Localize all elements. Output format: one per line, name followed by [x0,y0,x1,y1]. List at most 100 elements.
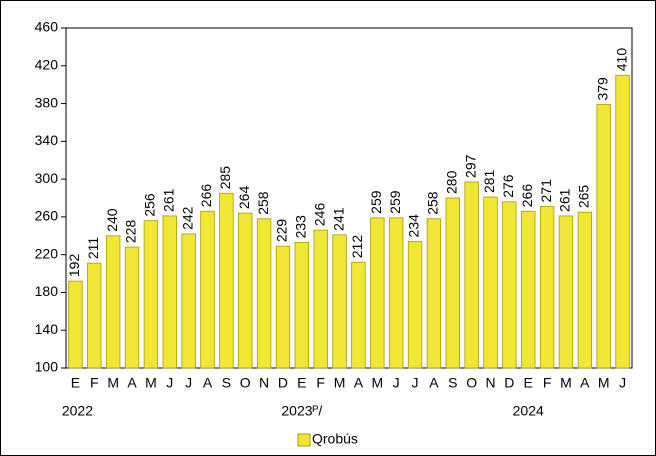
value-label: 271 [538,179,554,203]
plot-area [65,27,633,369]
x-tick-label: M [334,375,346,391]
x-tick-label: D [504,375,514,391]
bar [558,215,574,369]
x-tick-label: S [448,375,457,391]
value-label: 192 [66,254,82,278]
bar [256,218,272,369]
bar [407,241,423,369]
value-label: 266 [198,184,214,208]
x-tick-label: A [354,375,364,391]
year-label: 2024 [513,403,544,419]
x-tick-label: A [429,375,439,391]
x-tick-label: E [71,375,80,391]
y-tick-label: 260 [35,208,59,224]
y-tick-label: 340 [35,132,59,148]
value-label: 259 [387,190,403,214]
value-label: 297 [462,154,478,178]
legend-swatch [297,433,311,447]
x-tick-label: F [316,375,325,391]
bar [162,215,177,369]
legend-label: Qrobús [312,431,358,447]
value-label: 241 [330,207,346,231]
value-label: 234 [406,214,422,238]
year-label: 2022 [62,403,93,419]
value-label: 259 [368,190,384,214]
bar [464,181,479,369]
bar [502,201,517,369]
x-tick-label: D [278,375,288,391]
value-label: 211 [85,237,101,260]
x-tick-label: F [543,375,552,391]
value-label: 242 [179,206,195,230]
bar [483,196,498,369]
value-label: 240 [104,208,120,232]
x-tick-label: E [297,375,306,391]
bar [596,104,611,369]
y-tick-label: 460 [35,19,59,35]
bar [351,261,366,369]
x-tick-label: F [90,375,99,391]
x-tick-label: N [259,375,269,391]
x-tick-label: J [619,375,626,391]
bar [445,197,460,369]
x-tick-label: M [107,375,119,391]
y-tick-label: 300 [35,170,59,186]
bar [313,229,328,369]
y-tick-label: 140 [35,321,59,337]
value-label: 266 [519,184,535,208]
y-tick-label: 220 [35,245,59,261]
x-tick-label: O [240,375,251,391]
value-label: 280 [443,170,459,194]
value-label: 229 [274,219,290,243]
bar [615,74,630,369]
bar [332,234,347,369]
x-tick-label: S [222,375,231,391]
bar [68,280,83,369]
bar [200,210,215,369]
value-label: 261 [557,188,573,212]
value-label: 233 [293,215,309,239]
value-label: 410 [613,48,629,72]
y-tick-label: 100 [35,359,59,375]
value-label: 258 [255,191,271,215]
y-tick-label: 420 [35,56,59,72]
value-label: 379 [594,77,610,101]
bar [539,206,555,369]
bar [426,218,442,369]
x-tick-label: M [598,375,610,391]
x-tick-label: J [393,375,400,391]
bar [238,212,253,369]
x-tick-label: J [166,375,173,391]
value-label: 212 [349,235,365,259]
x-tick-label: M [371,375,383,391]
bar [87,262,102,369]
x-tick-label: A [203,375,213,391]
x-tick-label: M [145,375,157,391]
value-label: 265 [576,185,592,209]
bar [105,235,121,369]
value-label: 285 [217,166,233,190]
value-label: 258 [425,191,441,215]
bar [181,233,196,369]
x-tick-label: E [524,375,533,391]
x-tick-label: M [560,375,572,391]
x-tick-label: N [485,375,495,391]
bar [124,246,140,369]
x-tick-label: J [185,375,192,391]
year-label: 2023ᴾ/ [281,403,322,419]
value-label: 246 [311,203,327,227]
x-tick-label: O [466,375,477,391]
x-tick-label: A [127,375,137,391]
y-tick-label: 380 [35,94,59,110]
bar [219,192,234,369]
bar [388,217,404,369]
bar [275,245,291,369]
bar [143,220,159,369]
value-label: 256 [142,193,158,217]
value-label: 261 [160,188,176,212]
bar [370,217,385,369]
bar [521,210,536,369]
value-label: 264 [236,186,252,210]
value-label: 276 [500,174,516,198]
